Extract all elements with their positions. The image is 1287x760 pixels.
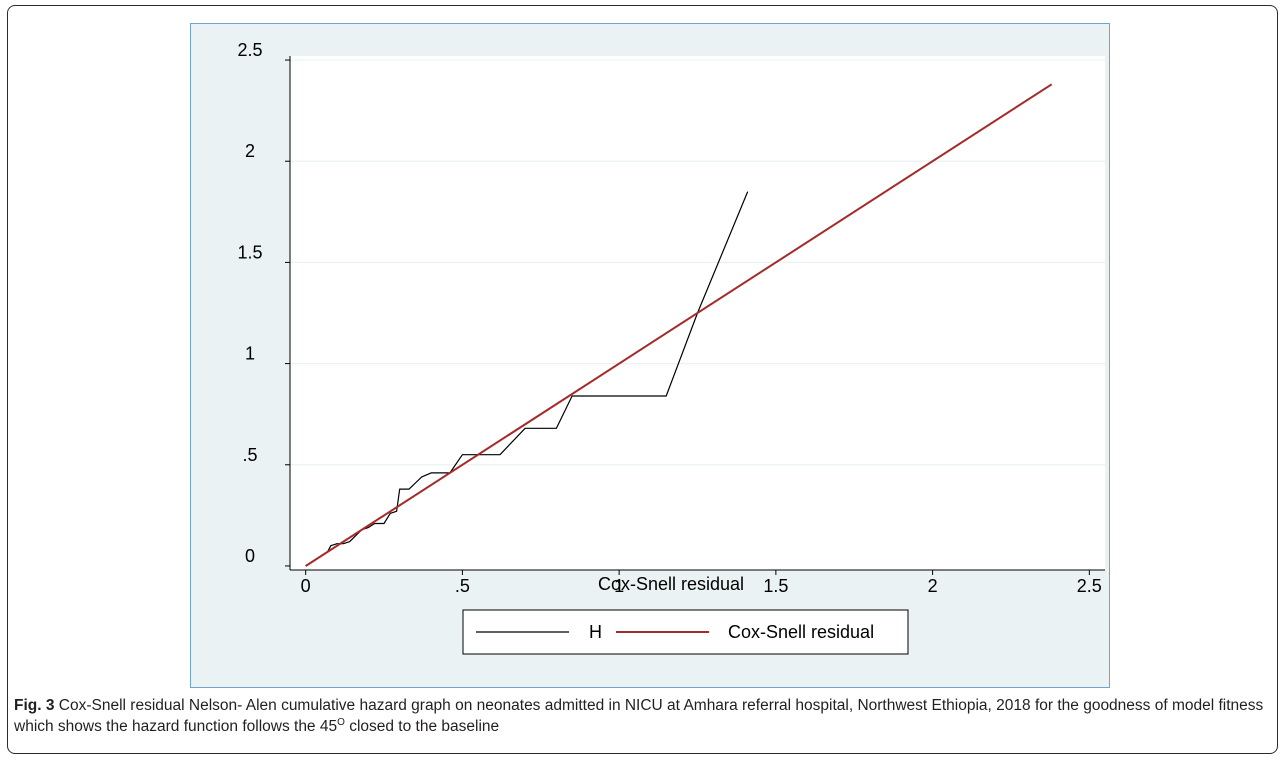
grid-lines: [290, 59, 1105, 466]
x-axis-title: Cox-Snell residual: [598, 574, 744, 594]
chart-svg: 0 .5 1 1.5 2 2.5 0 .5 1 1.5 2 2.5 Cox-Snell residu…: [237, 40, 1105, 655]
series: [305, 83, 1053, 567]
x-tick-label: .5: [455, 576, 470, 596]
legend: H Cox-Snell residual: [462, 609, 909, 655]
caption-text-end: closed to the baseline: [344, 718, 500, 735]
legend-label-h: H: [589, 622, 602, 642]
y-tick-label: .5: [242, 445, 257, 465]
x-tick-label: 1: [614, 576, 624, 596]
x-tick-label: 1.5: [763, 576, 788, 596]
y-tick-label: 2: [245, 141, 255, 161]
caption-text: Cox-Snell residual Nelson- Alen cumulati…: [14, 697, 1264, 735]
figure-frame: [7, 5, 1278, 754]
x-ticks: 0 .5 1 1.5 2 2.5: [301, 570, 1102, 596]
y-ticks: 0 .5 1 1.5 2 2.5: [237, 40, 290, 567]
series-line-cox-snell-residual: [305, 83, 1053, 567]
x-tick-label: 2: [928, 576, 938, 596]
y-tick-label: 1.5: [237, 242, 262, 262]
chart-container: 0 .5 1 1.5 2 2.5 0 .5 1 1.5 2 2.5 Cox-Snell residu…: [190, 23, 1110, 688]
x-tick-label: 0: [301, 576, 311, 596]
legend-label-cox-snell: Cox-Snell residual: [728, 622, 874, 642]
caption-superscript: O: [337, 716, 345, 728]
caption-label: Fig. 3: [14, 697, 55, 714]
figure-caption: Fig. 3 Cox-Snell residual Nelson- Alen c…: [14, 695, 1269, 737]
y-tick-label: 2.5: [237, 40, 262, 60]
y-tick-label: 0: [245, 546, 255, 566]
axes: [289, 56, 1105, 571]
y-tick-label: 1: [245, 344, 255, 364]
x-tick-label: 2.5: [1077, 576, 1102, 596]
